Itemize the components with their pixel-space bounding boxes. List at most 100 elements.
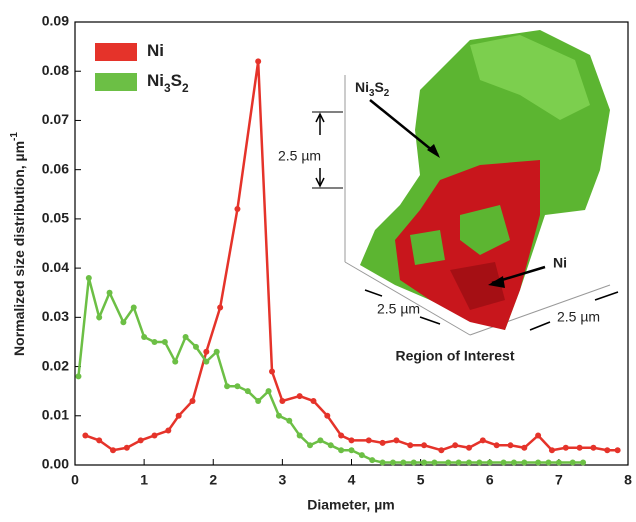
data-point (535, 432, 541, 438)
data-point (324, 413, 330, 419)
data-point (452, 442, 458, 448)
data-point (131, 304, 137, 310)
data-point (604, 447, 610, 453)
data-point (297, 393, 303, 399)
data-point (162, 339, 168, 345)
data-point (317, 437, 323, 443)
data-point (494, 442, 500, 448)
data-point (549, 447, 555, 453)
inset-scale: 2.5 µm (557, 309, 600, 325)
inset-caption: Region of Interest (395, 348, 514, 364)
data-point (176, 413, 182, 419)
data-point (407, 442, 413, 448)
data-point (431, 460, 437, 466)
y-tick-label: 0.01 (42, 406, 69, 422)
y-tick-label: 0.08 (42, 62, 69, 78)
data-point (421, 460, 427, 466)
x-tick-label: 0 (71, 472, 79, 488)
legend-label: Ni (147, 41, 164, 60)
x-tick-label: 7 (555, 472, 563, 488)
data-point (411, 460, 417, 466)
data-point (276, 413, 282, 419)
data-point (393, 437, 399, 443)
data-point (151, 339, 157, 345)
data-point (380, 440, 386, 446)
data-point (151, 432, 157, 438)
data-point (338, 432, 344, 438)
data-point (369, 457, 375, 463)
data-point (535, 460, 541, 466)
data-point (328, 442, 334, 448)
data-point (480, 437, 486, 443)
data-point (255, 58, 261, 64)
data-point (563, 445, 569, 451)
data-point (190, 398, 196, 404)
x-axis-title: Diameter, µm (307, 497, 394, 513)
data-point (138, 437, 144, 443)
inset-render (312, 30, 618, 335)
y-tick-label: 0.09 (42, 13, 69, 29)
data-point (466, 445, 472, 451)
data-point (307, 442, 313, 448)
y-axis-title: Normalized size distribution, µm-1 (9, 132, 27, 356)
x-tick-label: 2 (209, 472, 217, 488)
data-point (615, 447, 621, 453)
data-point (165, 428, 171, 434)
data-point (556, 460, 562, 466)
legend-swatch (95, 43, 137, 61)
y-tick-label: 0.05 (42, 210, 69, 226)
data-point (279, 398, 285, 404)
data-point (255, 398, 261, 404)
data-point (310, 398, 316, 404)
data-point (580, 460, 586, 466)
inset-scale: 2.5 µm (377, 301, 420, 317)
y-axis-title-exponent: -1 (9, 132, 20, 141)
data-point (359, 452, 365, 458)
data-point (380, 460, 386, 466)
legend-label: Ni3S2 (147, 71, 189, 95)
data-point (203, 349, 209, 355)
data-point (577, 445, 583, 451)
data-point (286, 418, 292, 424)
data-point (570, 460, 576, 466)
y-tick-label: 0.07 (42, 111, 69, 127)
data-point (124, 445, 130, 451)
data-point (107, 290, 113, 296)
data-point (438, 447, 444, 453)
data-point (456, 460, 462, 466)
data-point (466, 460, 472, 466)
data-point (183, 334, 189, 340)
data-point (120, 319, 126, 325)
data-point (487, 460, 493, 466)
data-point (217, 304, 223, 310)
data-point (507, 442, 513, 448)
data-point (75, 373, 81, 379)
data-point (445, 460, 451, 466)
data-point (110, 447, 116, 453)
data-point (546, 460, 552, 466)
data-point (214, 349, 220, 355)
data-point (400, 460, 406, 466)
x-tick-label: 3 (278, 472, 286, 488)
y-axis-title-text: Normalized size distribution, µm (11, 141, 27, 356)
data-point (82, 432, 88, 438)
data-point (245, 388, 251, 394)
data-point (203, 359, 209, 365)
data-point (234, 383, 240, 389)
data-point (366, 437, 372, 443)
data-point (86, 275, 92, 281)
y-tick-label: 0.04 (42, 259, 69, 275)
inset-label: Ni3S2 (355, 79, 390, 99)
y-tick-label: 0.06 (42, 160, 69, 176)
x-tick-label: 1 (140, 472, 148, 488)
data-point (141, 334, 147, 340)
data-point (476, 460, 482, 466)
inset-scale: 2.5 µm (278, 148, 321, 164)
chart: Ni3S2 2.5 µm Ni 2.5 µm 2.5 µm Region of … (0, 0, 636, 517)
data-point (224, 383, 230, 389)
data-point (266, 388, 272, 394)
y-tick-label: 0.03 (42, 308, 69, 324)
legend-swatch (95, 73, 137, 91)
data-point (234, 206, 240, 212)
data-point (349, 447, 355, 453)
